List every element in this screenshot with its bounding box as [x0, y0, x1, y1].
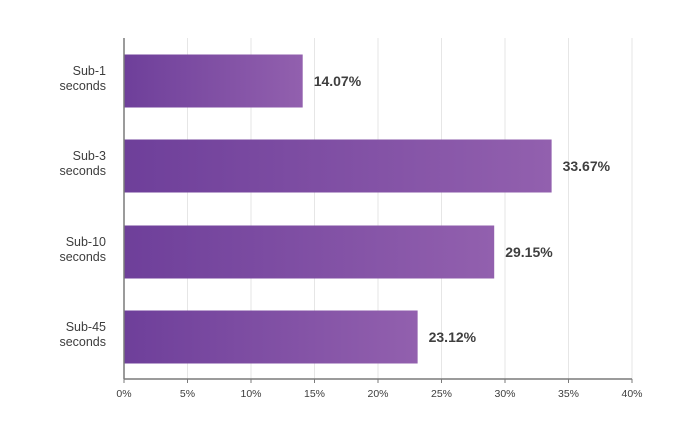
- bars: [124, 54, 552, 364]
- x-tick-label: 40%: [621, 388, 642, 400]
- category-label: Sub-45 seconds: [59, 320, 106, 349]
- category-label-line: Sub-3: [73, 149, 106, 163]
- bar: [124, 54, 303, 108]
- category-label: Sub-1 seconds: [59, 64, 106, 93]
- x-tick-label: 0%: [116, 388, 131, 400]
- bar: [124, 139, 552, 193]
- x-tick-label: 20%: [367, 388, 388, 400]
- x-tick-label: 10%: [240, 388, 261, 400]
- category-label-line: seconds: [59, 79, 106, 93]
- category-label-line: seconds: [59, 164, 106, 178]
- bar-value-label: 23.12%: [429, 329, 477, 345]
- x-tick-label: 30%: [494, 388, 515, 400]
- bar-value-label: 14.07%: [314, 73, 362, 89]
- x-tick-label: 5%: [180, 388, 195, 400]
- axes: [123, 38, 633, 383]
- category-label-line: Sub-1: [73, 64, 106, 78]
- x-tick-label: 35%: [558, 388, 579, 400]
- category-label: Sub-10 seconds: [59, 235, 106, 264]
- bar-value-label: 29.15%: [505, 244, 553, 260]
- x-tick-label: 25%: [431, 388, 452, 400]
- category-label-line: Sub-10: [66, 235, 106, 249]
- bar-value-label: 33.67%: [563, 158, 611, 174]
- bar: [124, 310, 418, 364]
- labels: 0% 5% 10% 15% 20% 25% 30% 35% 40%14.07%Sub-1 seco…: [59, 64, 642, 400]
- bar: [124, 225, 495, 279]
- category-label-line: seconds: [59, 335, 106, 349]
- category-label-line: seconds: [59, 250, 106, 264]
- x-tick-label: 15%: [304, 388, 325, 400]
- category-label: Sub-3 seconds: [59, 149, 106, 178]
- category-label-line: Sub-45: [66, 320, 106, 334]
